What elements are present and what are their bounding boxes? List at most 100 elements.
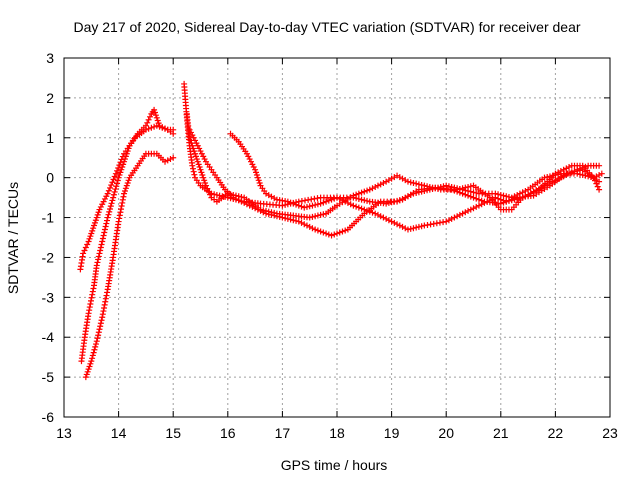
data-point xyxy=(248,158,255,165)
data-point xyxy=(235,197,242,204)
data-point xyxy=(202,182,209,189)
data-point xyxy=(443,218,450,225)
data-point xyxy=(320,211,327,218)
data-point xyxy=(407,225,414,232)
data-point xyxy=(396,222,403,229)
data-point xyxy=(497,200,504,207)
data-point xyxy=(459,190,466,197)
data-point xyxy=(404,178,411,185)
x-tick-label: 18 xyxy=(329,425,345,441)
data-point xyxy=(467,206,474,213)
x-tick-label: 22 xyxy=(548,425,564,441)
data-point xyxy=(205,188,212,195)
data-point xyxy=(448,215,455,222)
data-point xyxy=(394,221,401,228)
data-point xyxy=(323,198,330,205)
data-point xyxy=(100,232,107,239)
data-point xyxy=(445,217,452,224)
data-point xyxy=(144,119,151,126)
data-point xyxy=(413,180,420,187)
data-point xyxy=(254,174,261,181)
data-point xyxy=(377,181,384,188)
data-point xyxy=(459,210,466,217)
data-point xyxy=(312,226,319,233)
data-point xyxy=(117,209,124,216)
data-point xyxy=(544,174,551,181)
data-point xyxy=(197,166,204,173)
data-point xyxy=(111,188,118,195)
data-point xyxy=(104,214,111,221)
data-point xyxy=(263,210,270,217)
data-point xyxy=(314,201,321,208)
data-point xyxy=(391,198,398,205)
data-point xyxy=(124,179,131,186)
data-point xyxy=(197,148,204,155)
data-point xyxy=(95,256,102,263)
data-point xyxy=(98,241,105,248)
data-point xyxy=(295,202,302,209)
data-point xyxy=(104,289,111,296)
data-point xyxy=(115,164,122,171)
data-point xyxy=(189,142,196,149)
data-point xyxy=(146,113,153,120)
data-point xyxy=(123,182,130,189)
data-point xyxy=(200,153,207,160)
data-point xyxy=(111,173,118,180)
data-point xyxy=(257,207,264,214)
data-point xyxy=(249,161,256,168)
y-tick-label: -3 xyxy=(42,289,55,305)
data-point xyxy=(123,150,130,157)
data-point xyxy=(91,346,98,353)
data-point xyxy=(522,187,529,194)
x-tick-label: 21 xyxy=(493,425,509,441)
data-point xyxy=(563,165,570,172)
data-point xyxy=(500,192,507,199)
data-point xyxy=(115,174,122,181)
data-point xyxy=(276,213,283,220)
data-point xyxy=(541,174,548,181)
x-axis-label: GPS time / hours xyxy=(281,457,388,473)
data-point xyxy=(243,150,250,157)
data-point xyxy=(145,125,152,132)
data-point xyxy=(253,169,260,176)
data-point xyxy=(456,189,463,196)
data-point xyxy=(252,166,259,173)
data-point xyxy=(407,179,414,186)
data-point xyxy=(202,179,209,186)
data-point xyxy=(594,183,601,190)
data-point xyxy=(99,201,106,208)
data-point xyxy=(167,156,174,163)
data-point xyxy=(104,190,111,197)
data-point xyxy=(309,202,316,209)
data-point xyxy=(90,225,97,232)
data-point xyxy=(108,200,115,207)
data-point xyxy=(339,228,346,235)
data-point xyxy=(97,244,104,251)
data-point xyxy=(89,227,96,234)
data-point xyxy=(293,217,300,224)
x-tick-label: 23 xyxy=(602,425,618,441)
data-point xyxy=(271,195,278,202)
x-tick-label: 17 xyxy=(275,425,291,441)
data-point xyxy=(563,170,570,177)
data-point xyxy=(195,161,202,168)
data-point xyxy=(279,214,286,221)
data-point xyxy=(232,195,239,202)
data-point xyxy=(89,288,96,295)
data-point xyxy=(456,211,463,218)
data-point xyxy=(364,197,371,204)
data-point xyxy=(462,209,469,216)
data-point xyxy=(473,189,480,196)
data-point xyxy=(566,170,573,177)
data-point xyxy=(118,166,125,173)
data-point xyxy=(317,200,324,207)
data-point xyxy=(95,329,102,336)
data-point xyxy=(94,335,101,342)
data-point xyxy=(204,185,211,192)
data-point xyxy=(80,250,87,257)
data-point xyxy=(207,191,214,198)
data-point xyxy=(190,145,197,152)
data-point xyxy=(186,126,193,133)
data-point xyxy=(388,175,395,182)
data-point xyxy=(196,164,203,171)
